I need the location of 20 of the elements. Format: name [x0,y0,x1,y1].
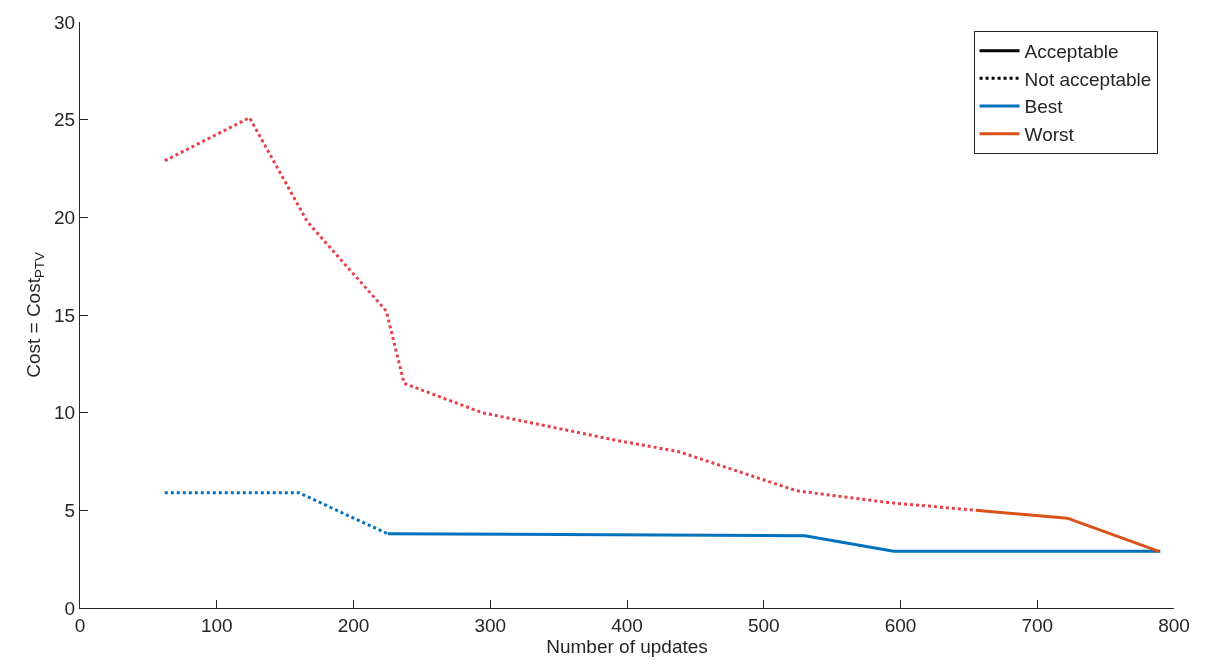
y-tick-label: 5 [64,499,76,521]
legend-label: Not acceptable [1024,68,1152,90]
legend-label: Worst [1024,124,1075,146]
y-tick-label: 25 [54,109,76,131]
y-tick-label: 30 [54,11,76,33]
x-tick-label: 800 [1158,614,1190,636]
legend-label: Acceptable [1024,41,1119,63]
x-tick-label: 300 [474,614,507,636]
y-tick-label: 20 [54,206,76,228]
y-tick-label: 0 [64,597,76,619]
y-tick-label: 10 [54,402,76,424]
x-tick-label: 500 [747,614,780,636]
x-tick-label: 100 [200,614,233,636]
x-tick-label: 600 [884,614,917,636]
legend-label: Best [1024,96,1064,118]
x-tick-label: 400 [611,614,643,636]
x-tick-label: 200 [337,614,370,636]
y-tick-label: 15 [54,304,76,326]
x-tick-label: 700 [1021,614,1054,636]
x-axis-title: Number of updates [546,635,708,657]
